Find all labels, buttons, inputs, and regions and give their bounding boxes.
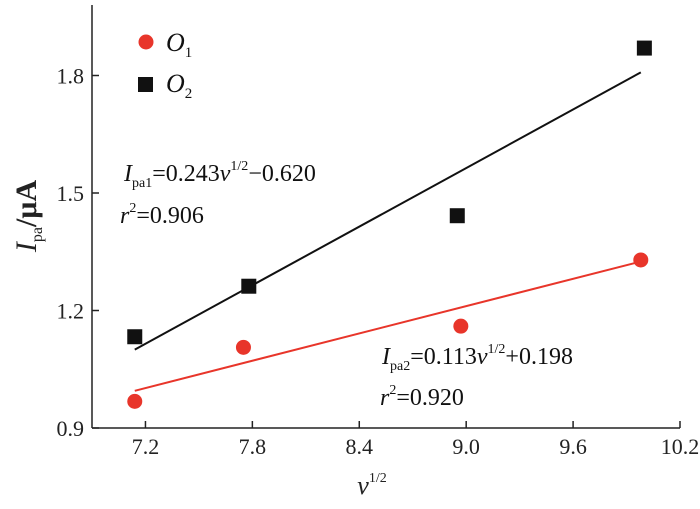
- annotation-o2: Ipa1=0.243v1/2−0.620 r2=0.906: [120, 159, 316, 229]
- y-tick-label: 1.5: [57, 181, 85, 206]
- point-o1: [235, 339, 251, 355]
- equation-o1: Ipa2=0.113v1/2+0.198: [381, 342, 573, 374]
- point-o2: [449, 208, 465, 224]
- ticks: [92, 74, 681, 429]
- y-axis-title: Ipa/μA: [10, 180, 46, 253]
- x-tick-label: 7.8: [239, 434, 267, 459]
- point-o1: [453, 318, 469, 334]
- x-tick-label: 10.2: [661, 434, 700, 459]
- point-o2: [636, 40, 652, 56]
- r2-o1: r2=0.920: [380, 383, 464, 411]
- x-tick-label: 7.2: [132, 434, 160, 459]
- point-o1: [127, 393, 143, 409]
- point-o2: [241, 278, 257, 294]
- point-o2: [127, 329, 143, 345]
- x-tick-label: 8.4: [346, 434, 374, 459]
- legend-marker-o2: [138, 77, 153, 92]
- data-points: [127, 40, 652, 409]
- fit-lines: [134, 71, 642, 392]
- legend: O1 O2: [138, 28, 192, 102]
- tick-labels: 7.2 7.8 8.4 9.0 9.6 10.2 0.9 1.2 1.5 1.8: [57, 64, 700, 460]
- legend-label-o2: O2: [166, 69, 192, 102]
- legend-label-o1: O1: [166, 28, 192, 61]
- equation-o2: Ipa1=0.243v1/2−0.620: [123, 159, 316, 191]
- fit-line-o1: [134, 260, 642, 392]
- y-tick-label: 0.9: [57, 416, 85, 441]
- legend-marker-o1: [138, 34, 154, 50]
- x-tick-label: 9.6: [559, 434, 587, 459]
- fit-line-o2: [134, 71, 642, 351]
- y-tick-label: 1.8: [57, 64, 85, 89]
- x-axis-title: v1/2: [357, 471, 386, 500]
- y-tick-label: 1.2: [57, 299, 85, 324]
- r2-o2: r2=0.906: [120, 201, 204, 229]
- x-tick-label: 9.0: [452, 434, 480, 459]
- annotation-o1: Ipa2=0.113v1/2+0.198 r2=0.920: [380, 342, 573, 411]
- point-o1: [633, 252, 649, 268]
